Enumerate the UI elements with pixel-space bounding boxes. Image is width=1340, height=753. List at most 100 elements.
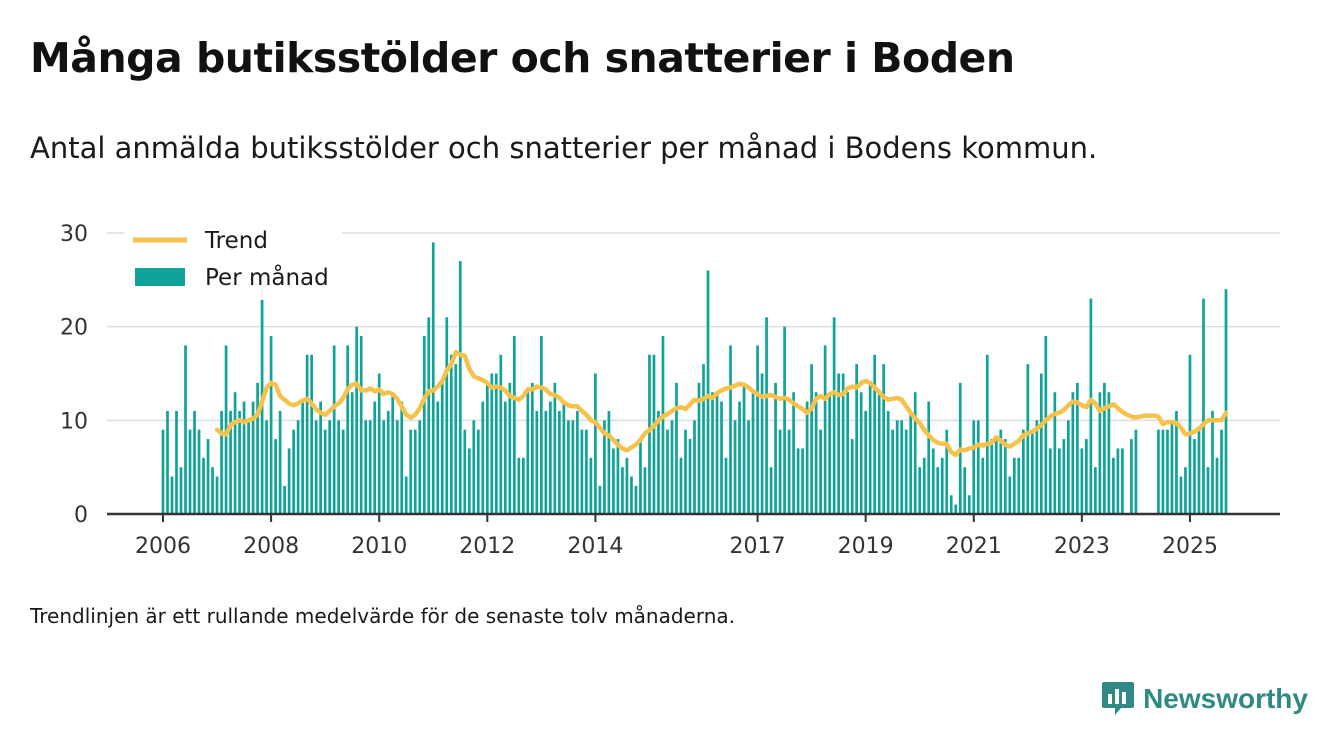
y-tick-label: 0 (74, 503, 88, 528)
bar (206, 439, 210, 514)
bar (449, 354, 453, 514)
bar (796, 448, 800, 514)
bar (476, 429, 480, 514)
bar (373, 401, 377, 514)
bar (981, 457, 985, 514)
brand-logo[interactable]: Newsworthy (1101, 680, 1308, 718)
bar (395, 420, 399, 514)
bar (233, 392, 237, 514)
bar (517, 457, 521, 514)
bar (882, 364, 886, 514)
bar (481, 401, 485, 514)
bar (1080, 448, 1084, 514)
bar (895, 420, 899, 514)
bar (1184, 467, 1187, 514)
bar (1067, 420, 1070, 514)
bar (936, 467, 940, 514)
bar (949, 495, 953, 514)
legend: Trend Per månad (124, 222, 342, 300)
bar (278, 410, 282, 514)
bar (1107, 392, 1111, 514)
bar (625, 457, 629, 514)
bar (904, 429, 908, 514)
bar (823, 345, 827, 514)
y-tick-label: 20 (60, 316, 88, 341)
bar (467, 448, 471, 514)
bar (346, 345, 350, 514)
x-tick-label: 2014 (567, 534, 623, 559)
bar (1157, 429, 1160, 514)
bar (377, 373, 381, 514)
bar (985, 354, 989, 514)
bar (229, 410, 232, 514)
bar (521, 457, 525, 514)
bar (413, 429, 417, 514)
bar (1116, 448, 1120, 514)
bar (337, 420, 341, 514)
bar (562, 401, 566, 514)
bar (1057, 448, 1061, 514)
bar (891, 429, 895, 514)
bar (175, 410, 178, 514)
bar (711, 392, 714, 514)
bar (702, 364, 705, 514)
bar (1062, 439, 1066, 514)
bar (1017, 457, 1021, 514)
bar (535, 410, 539, 514)
bar (1035, 420, 1039, 514)
bar (769, 467, 773, 514)
bar (359, 336, 363, 514)
bar (472, 420, 476, 514)
bar (697, 382, 701, 514)
bar (463, 429, 467, 514)
bar (873, 354, 877, 514)
gridlines: 0 10 20 30 (60, 222, 1280, 528)
bar (841, 373, 845, 514)
bar (1179, 476, 1183, 514)
bar (576, 410, 579, 514)
bar (1193, 439, 1196, 514)
bar (1112, 457, 1115, 514)
bar (184, 345, 187, 514)
trend-series (214, 349, 1229, 458)
bar (670, 420, 674, 514)
bar (688, 439, 692, 514)
bar (283, 485, 286, 514)
bar (567, 420, 570, 514)
bar (733, 420, 737, 514)
bar (729, 345, 732, 514)
bar (269, 336, 273, 514)
bar (499, 354, 503, 514)
bar (594, 373, 597, 514)
bar (328, 420, 332, 514)
bar (427, 317, 431, 514)
bar (251, 401, 255, 514)
bar (1121, 448, 1124, 514)
bar (706, 270, 710, 514)
bar (161, 429, 165, 514)
bar (639, 439, 642, 514)
bar (931, 448, 935, 514)
bar (580, 429, 584, 514)
bar (724, 457, 728, 514)
bar (242, 401, 246, 514)
bar (1224, 289, 1228, 514)
bar (603, 420, 606, 514)
bar-chart-speech-bubble-icon (1102, 682, 1135, 715)
bar (508, 382, 512, 514)
bar (819, 429, 822, 514)
bar (805, 401, 809, 514)
bar (742, 382, 746, 514)
bar (832, 317, 836, 514)
bar (1161, 429, 1165, 514)
bar (540, 336, 543, 514)
x-tick-label: 2025 (1162, 534, 1218, 559)
bar (544, 410, 548, 514)
bar (1206, 467, 1210, 514)
bar (197, 429, 201, 514)
bar (913, 392, 917, 514)
bar (954, 504, 958, 514)
bar (512, 336, 516, 514)
bar (549, 401, 552, 514)
